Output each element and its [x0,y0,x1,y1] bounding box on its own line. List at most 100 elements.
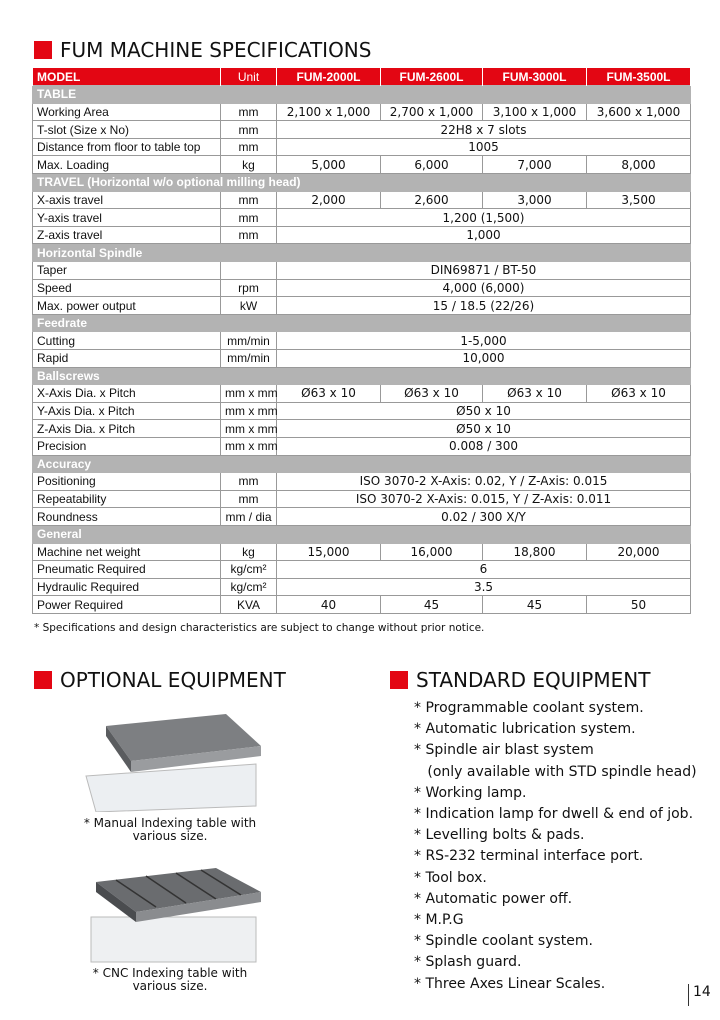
standard-item: * Three Axes Linear Scales. [414,975,606,992]
spec-label: Z-Axis Dia. x Pitch [32,419,221,438]
spec-value: 3,500 [586,190,691,210]
section-label: Accuracy [32,454,691,474]
spec-value: 10,000 [276,349,691,368]
standard-item: * Levelling bolts & pads. [414,827,585,844]
spec-label: Precision [32,436,221,456]
spec-unit: mm x mm [220,436,278,456]
standard-item: * Programmable coolant system. [414,700,644,716]
spec-label: Y-Axis Dia. x Pitch [32,401,221,421]
spec-label: Rapid [32,349,221,368]
spec-label: Pneumatic Required [32,560,221,579]
spec-unit: mm [220,190,277,210]
red-square-icon [34,671,52,689]
spec-value: 20,000 [586,542,691,562]
spec-value: 1,000 [276,225,691,245]
spec-unit: mm/min [220,349,277,368]
spec-value: 3,000 [482,190,587,210]
section-title: OPTIONAL EQUIPMENT [60,668,286,692]
spec-value: 50 [586,595,691,614]
standard-item: * RS-232 terminal interface port. [414,848,644,865]
header-row: MODEL Unit FUM-2000L FUM-2600L FUM-3000L FUM-… [32,68,691,86]
spec-value: 5,000 [276,155,381,175]
spec-row: Roundness mm / dia 0.02 / 300 X/Y [32,507,691,526]
spec-row: Working Area mm 2,100 x 1,000 2,700 x 1,000… [32,102,691,122]
spec-unit: mm [220,137,277,157]
spec-table: MODEL Unit FUM-2000L FUM-2600L FUM-3000L FUM-… [32,68,691,614]
spec-label: X-Axis Dia. x Pitch [32,384,221,403]
page-title: FUM MACHINE SPECIFICATIONS [60,38,372,62]
spec-label: Distance from floor to table top [32,137,221,157]
spec-row: Z-Axis Dia. x Pitch mm x mm Ø50 x 10 [32,419,691,438]
spec-row: Repeatability mm ISO 3070-2 X-Axis: 0.015,… [32,489,691,509]
spec-value: Ø50 x 10 [276,401,691,421]
spec-value: 2,000 [276,190,381,210]
section-row: General [32,524,691,544]
red-square-icon [34,41,52,59]
model-column-header: FUM-3000L [482,68,587,86]
spec-value: DIN69871 / BT-50 [276,261,691,280]
standard-item: * Automatic power off. [414,890,573,907]
spec-label: X-axis travel [32,190,221,210]
spec-unit: mm x mm [220,401,278,421]
section-row: Ballscrews [32,366,691,386]
page-number: 14 [688,984,711,1006]
spec-unit: rpm [220,278,277,298]
spec-label: Roundness [32,507,221,526]
section-row: TABLE [32,85,691,104]
red-square-icon [390,671,408,689]
spec-row: Hydraulic Required kg/cm² 3.5 [32,577,691,597]
spec-unit: KVA [220,595,277,614]
optional-caption: * Manual Indexing table with various siz… [83,816,257,843]
spec-row: X-Axis Dia. x Pitch mm x mm Ø63 x 10 Ø63 x … [32,384,691,403]
spec-label: Cutting [32,331,221,350]
spec-value: ISO 3070-2 X-Axis: 0.015, Y / Z-Axis: 0.… [276,489,691,509]
section-row: Horizontal Spindle [32,243,691,263]
spec-unit: mm [220,472,277,491]
spec-value: 6 [276,560,691,579]
spec-row: Max. Loading kg 5,000 6,000 7,000 8,000 [32,155,691,175]
spec-unit: kg [220,155,277,175]
spec-unit: mm [220,225,277,245]
spec-value: Ø63 x 10 [380,384,483,403]
spec-value: 45 [380,595,483,614]
spec-row: Positioning mm ISO 3070-2 X-Axis: 0.02, Y … [32,472,691,491]
spec-value: 18,800 [482,542,587,562]
section-label: Horizontal Spindle [32,243,691,263]
spec-row: Pneumatic Required kg/cm² 6 [32,560,691,579]
standard-item: * M.P.G [414,912,464,929]
spec-row: Precision mm x mm 0.008 / 300 [32,436,691,456]
model-column-header: FUM-2000L [276,68,381,86]
spec-value: 2,700 x 1,000 [380,102,483,122]
spec-label: Power Required [32,595,221,614]
spec-unit: mm x mm [220,384,278,403]
spec-value: ISO 3070-2 X-Axis: 0.02, Y / Z-Axis: 0.0… [276,472,691,491]
section-label: Ballscrews [32,366,691,386]
spec-label: Working Area [32,102,221,122]
model-column-header: FUM-2600L [380,68,483,86]
spec-value: 1-5,000 [276,331,691,350]
spec-unit: mm [220,120,277,139]
spec-row: Cutting mm/min 1-5,000 [32,331,691,350]
spec-unit: mm [220,489,277,509]
spec-label: Repeatability [32,489,221,509]
unit-header: Unit [220,68,277,86]
standard-heading: STANDARD EQUIPMENT [390,668,650,692]
disclaimer-note: * Specifications and design characterist… [34,622,485,634]
spec-row: Max. power output kW 15 / 18.5 (22/26) [32,296,691,315]
spec-unit: mm [220,102,277,122]
spec-value: 2,100 x 1,000 [276,102,381,122]
spec-label: Max. power output [32,296,221,315]
spec-value: 15,000 [276,542,381,562]
section-label: TRAVEL (Horizontal w/o optional milling … [32,173,691,192]
spec-unit: mm x mm [220,419,278,438]
spec-value: 40 [276,595,381,614]
spec-row: Speed rpm 4,000 (6,000) [32,278,691,298]
spec-row: Rapid mm/min 10,000 [32,349,691,368]
spec-value: 6,000 [380,155,483,175]
standard-item: * Automatic lubrication system. [414,721,636,738]
spec-value: 7,000 [482,155,587,175]
spec-row: Y-Axis Dia. x Pitch mm x mm Ø50 x 10 [32,401,691,421]
section-title: STANDARD EQUIPMENT [416,668,651,692]
spec-unit: kW [220,296,277,315]
spec-value: Ø63 x 10 [276,384,381,403]
